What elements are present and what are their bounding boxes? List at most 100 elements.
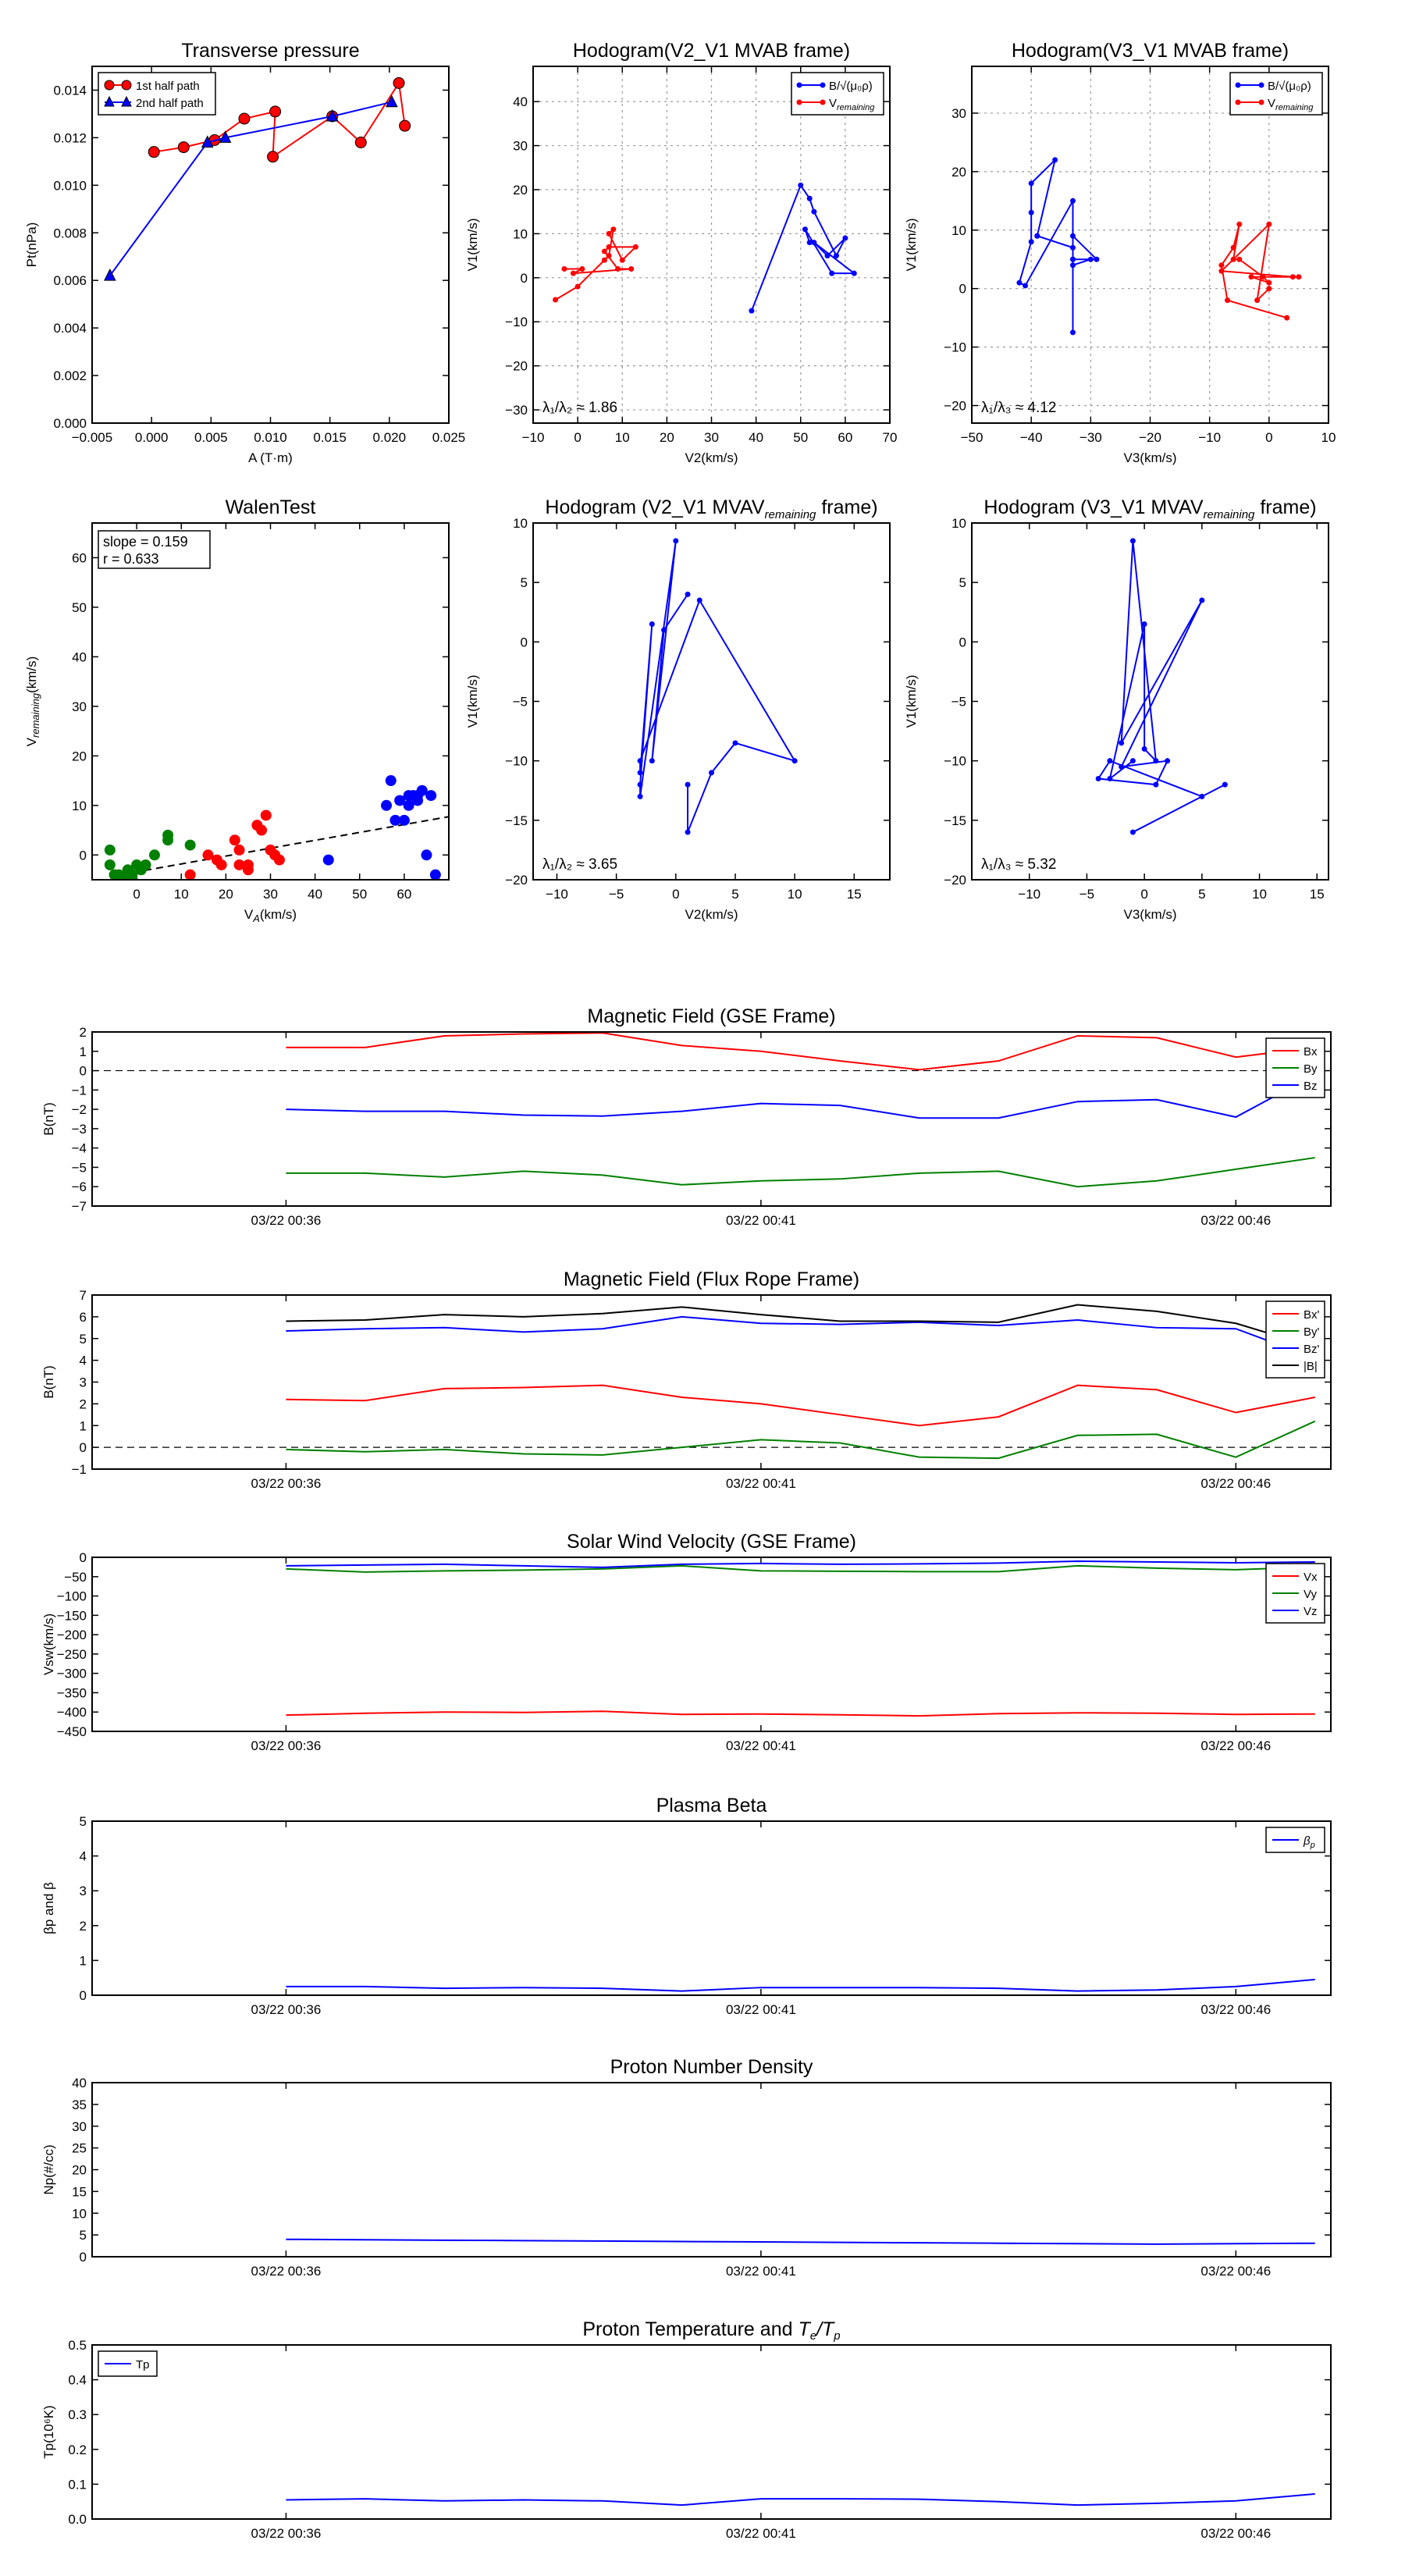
series-line <box>286 1420 1316 1460</box>
x-tick-label: 03/22 00:46 <box>1200 2264 1271 2279</box>
legend-label: B/√(μ₀ρ) <box>1268 80 1311 93</box>
series-group <box>286 2492 1315 2507</box>
data-point <box>1141 745 1147 752</box>
y-tick-label: 0 <box>80 1064 87 1079</box>
data-point <box>851 270 857 276</box>
series-line <box>109 101 393 276</box>
y-axis-label: V1(km/s) <box>465 675 480 728</box>
y-tick-label: 25 <box>72 2141 87 2156</box>
x-tick-label: 40 <box>308 887 322 902</box>
y-tick-label: 15 <box>72 2184 87 2199</box>
data-point <box>610 226 617 233</box>
chart-h4: Hodogram (V3_V1 MVAVremaining frame) −10 −… <box>904 496 1329 922</box>
data-point <box>619 257 625 263</box>
y-tick-label: −20 <box>505 359 528 374</box>
x-tick-label: 03/22 00:41 <box>726 2264 796 2279</box>
y-tick-label: 50 <box>72 600 87 615</box>
data-point <box>162 829 174 841</box>
data-point <box>1023 283 1029 289</box>
legend-label: By <box>1304 1062 1318 1076</box>
legend-label: Vy <box>1304 1588 1317 1601</box>
y-tick-label: 0.008 <box>53 226 87 240</box>
x-tick-label: 03/22 00:36 <box>251 1213 322 1228</box>
data-point <box>1165 758 1171 764</box>
x-tick-label: −10 <box>546 887 568 902</box>
data-point <box>615 266 621 272</box>
y-tick-label: −5 <box>951 695 966 710</box>
y-tick-label: 1 <box>80 1418 87 1433</box>
y-tick-label: 0.000 <box>53 416 87 431</box>
data-point <box>661 627 667 633</box>
y-tick-label: 10 <box>72 2206 87 2221</box>
data-point <box>806 240 813 246</box>
data-point <box>673 538 679 544</box>
chart-beta: Plasma Beta 03/22 00:36 03/22 00:41 03/22 0… <box>41 1795 1332 2017</box>
data-point <box>574 283 581 290</box>
data-point <box>386 94 398 108</box>
data-point <box>202 849 214 861</box>
chart-title: Proton Temperature and Te/Tp <box>582 2318 840 2343</box>
y-axis-label: Vsw(km/s) <box>41 1614 56 1675</box>
y-tick-label: −50 <box>64 1570 87 1585</box>
data-point <box>1230 244 1236 251</box>
legend-label: Bx <box>1304 1045 1318 1059</box>
series-group <box>1016 157 1302 336</box>
data-point <box>116 879 122 880</box>
x-tick-label: 5 <box>1198 887 1205 902</box>
data-point <box>117 874 129 880</box>
data-point <box>709 770 714 776</box>
series-group <box>637 538 798 835</box>
x-tick-label: −40 <box>1020 430 1043 445</box>
series-line <box>555 226 638 301</box>
data-point <box>429 869 441 880</box>
data-point <box>1119 763 1125 770</box>
data-point <box>1222 781 1228 788</box>
y-tick-label: 0 <box>80 2250 87 2265</box>
x-tick-label: −30 <box>1080 430 1102 445</box>
data-point <box>637 793 643 799</box>
title-subscript: p <box>833 2329 840 2343</box>
x-tick-label: 60 <box>838 430 852 445</box>
series-group <box>104 775 443 880</box>
legend-label: Vz <box>1304 1605 1318 1618</box>
data-point <box>601 257 607 263</box>
series-line <box>1097 540 1225 833</box>
eigenvalue-ratio-annotation: λ₁/λ₃ ≈ 4.12 <box>981 400 1056 416</box>
y-tick-label: 40 <box>513 94 528 109</box>
title-math: /T <box>815 2318 835 2340</box>
data-point <box>126 874 138 880</box>
y-tick-label: 0 <box>80 1440 87 1455</box>
data-point <box>403 799 414 811</box>
plot-frame <box>91 1820 1332 1996</box>
y-tick-label: 30 <box>951 106 966 121</box>
y-tick-label: 4 <box>80 1354 87 1368</box>
data-point <box>824 253 831 259</box>
data-point <box>696 597 702 603</box>
legend-label: Bz <box>1304 1080 1318 1093</box>
eigenvalue-ratio-annotation: λ₁/λ₂ ≈ 3.65 <box>542 856 617 873</box>
legend-marker <box>121 95 132 107</box>
label-part: V <box>24 737 39 746</box>
y-tick-label: −20 <box>944 873 966 888</box>
legend-label: βp <box>1303 1834 1315 1850</box>
x-tick-label: 10 <box>174 887 189 902</box>
data-point <box>1052 157 1058 163</box>
data-point <box>791 758 798 764</box>
legend-marker <box>1235 99 1241 105</box>
x-tick-label: 03/22 00:46 <box>1200 1213 1271 1228</box>
y-tick-label: 0.014 <box>53 83 87 98</box>
x-axis-label: VA(km/s) <box>244 907 297 924</box>
legend-marker <box>796 82 802 88</box>
legend-label: Vremaining <box>829 97 875 112</box>
chart-mffr: Magnetic Field (Flux Rope Frame) 03/22 00… <box>41 1268 1332 1491</box>
y-tick-label: 5 <box>959 575 966 590</box>
y-tick-label: 0 <box>80 1550 87 1565</box>
x-tick-label: −10 <box>1018 887 1040 902</box>
data-point <box>1236 221 1243 227</box>
x-tick-label: 0 <box>133 887 140 902</box>
data-point <box>148 849 160 861</box>
data-point <box>1028 180 1034 187</box>
y-axis-label: βp and β <box>41 1882 56 1934</box>
data-point <box>606 244 612 250</box>
y-tick-label: 35 <box>72 2097 87 2112</box>
